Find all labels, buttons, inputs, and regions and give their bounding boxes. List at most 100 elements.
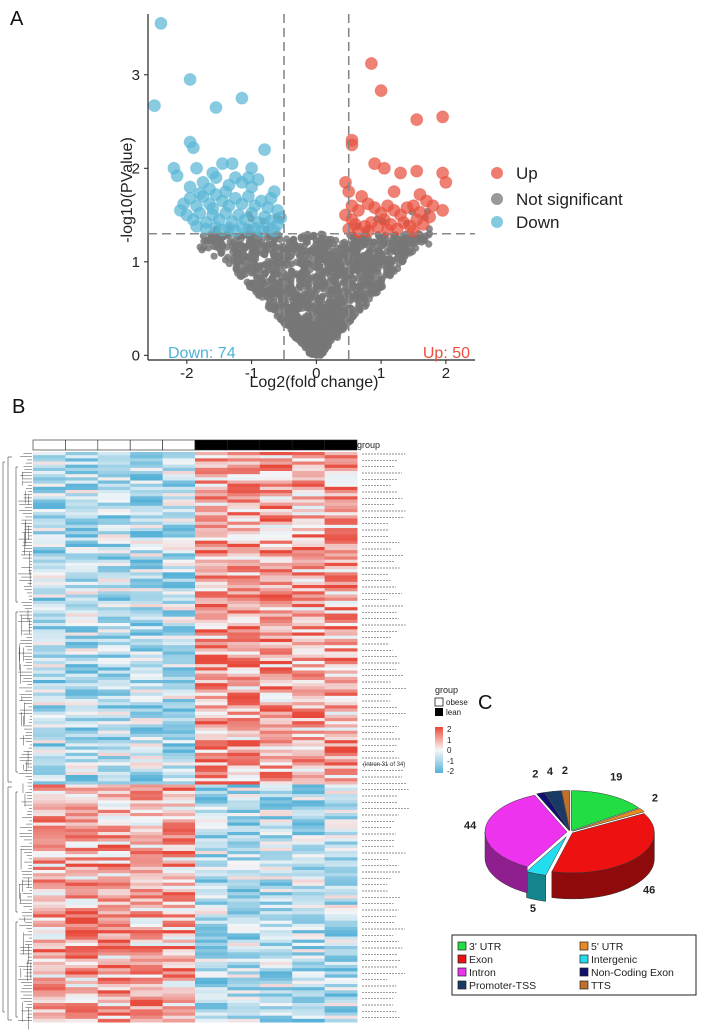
heatmap-cell [130,467,164,472]
heatmap-cell [162,908,196,912]
up-point [387,185,401,199]
heatmap-cell [324,765,358,770]
heatmap-cell [227,895,261,899]
heatmap-cell [65,708,99,713]
heatmap-cell [130,496,164,500]
heatmap-cell [259,790,293,795]
heatmap-cell [33,892,66,896]
heatmap-cell [130,607,164,611]
heatmap-cell [292,534,326,538]
legend-obese-label: obese [446,698,468,707]
heatmap-cell [292,984,326,988]
heatmap-cell [130,471,164,475]
heatmap-cell [227,692,261,697]
heatmap-cell [65,458,99,462]
heatmap-cell [65,727,99,732]
heatmap-cell [97,961,131,966]
heatmap-cell [324,942,358,947]
heatmap-cell [195,787,228,792]
heatmap-cell [162,1012,196,1017]
heatmap-cell [324,746,358,751]
heatmap-cell [97,714,131,719]
heatmap-cell [65,651,99,656]
heatmap-cell [162,486,196,491]
heatmap-cell [130,464,164,469]
heatmap-cell [130,578,164,583]
heatmap-cell [33,547,66,551]
heatmap-cell [97,977,131,982]
heatmap-cell [292,714,326,719]
heatmap-cell [162,711,196,716]
heatmap-cell [130,790,164,795]
heatmap-cell [33,559,66,564]
heatmap-cell [162,654,196,659]
heatmap-cell [97,607,131,611]
heatmap-cell [324,528,358,532]
heatmap-cell [65,680,99,684]
heatmap-cell [324,648,358,652]
heatmap-cell [259,455,293,459]
heatmap-cell [227,882,261,887]
heatmap-cell [130,512,164,516]
heatmap-cell [65,1003,99,1007]
heatmap-cell [162,591,196,595]
heatmap-cell [324,632,358,637]
heatmap-cell [130,895,164,899]
pie-slice-tts [561,790,571,831]
heatmap-cell [65,1015,99,1020]
heatmap-cell [259,756,293,760]
heatmap-cell [130,930,164,934]
heatmap-cell [97,610,131,614]
heatmap-cell [97,626,131,630]
heatmap-cell [130,581,164,586]
heatmap-cell [227,733,261,738]
heatmap-cell [162,629,196,633]
heatmap-cell [97,483,131,488]
heatmap-cell [162,543,196,548]
heatmap-cell [97,594,131,599]
heatmap-cell [259,547,293,551]
down-point [147,99,161,113]
heatmap-cell [259,898,293,903]
heatmap-cell [65,968,99,972]
heatmap-cell [65,987,99,991]
heatmap-cell [97,778,131,782]
heatmap-cell [33,790,66,795]
legend-down-marker [491,216,503,228]
heatmap-cell [227,711,261,716]
heatmap-cell [292,600,326,605]
heatmap-cell [227,486,261,491]
heatmap-cell [130,866,164,871]
heatmap-cell [97,987,131,991]
heatmap-cell [227,594,261,599]
heatmap-cell [162,955,196,960]
heatmap-cell [162,889,196,893]
heatmap-cell [292,686,326,690]
heatmap-cell [97,946,131,950]
heatmap-cell [292,594,326,599]
heatmap-cell [97,458,131,462]
heatmap-cell [259,521,293,526]
heatmap-cell [162,604,196,608]
heatmap-cell [130,771,164,776]
heatmap-cell [195,673,228,678]
heatmap-cell [292,775,326,779]
heatmap-cell [259,651,293,656]
heatmap-cell [33,879,66,884]
heatmap-cell [292,455,326,459]
heatmap-cell [324,512,358,516]
heatmap-cell [130,616,164,621]
heatmap-cell [227,531,261,535]
heatmap-cell [292,730,326,735]
heatmap-cell [33,711,66,716]
ns-point [305,315,313,323]
heatmap-cell [65,1018,99,1023]
heatmap-cell [33,550,66,554]
heatmap-cell [227,502,261,507]
heatmap-cell [162,600,196,605]
heatmap-cell [162,626,196,630]
heatmap-cell [227,689,261,694]
heatmap-cell [195,569,228,573]
heatmap-cell [292,838,326,842]
heatmap-cell [292,949,326,953]
